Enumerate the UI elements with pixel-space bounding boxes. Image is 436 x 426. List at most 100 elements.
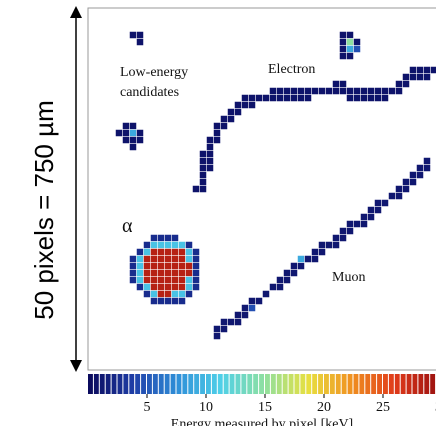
pixel [178, 283, 186, 291]
colorbar-block [217, 374, 223, 394]
pixel [290, 87, 298, 95]
pixel [416, 73, 424, 81]
pixel [171, 262, 179, 270]
pixel [304, 255, 312, 263]
pixel [150, 241, 158, 249]
colorbar-block [347, 374, 353, 394]
pixel [185, 255, 193, 263]
pixel [150, 297, 158, 305]
pixel [346, 31, 354, 39]
pixel [192, 269, 200, 277]
pixel [213, 332, 221, 340]
pixel [199, 178, 207, 186]
tick-label: 20 [317, 400, 331, 415]
pixel [234, 101, 242, 109]
pixel [353, 38, 361, 46]
pixel [143, 241, 151, 249]
pixel [199, 150, 207, 158]
pixel [164, 241, 172, 249]
pixel [206, 157, 214, 165]
pixel [290, 262, 298, 270]
pixel [339, 31, 347, 39]
pixel [157, 283, 165, 291]
pixel [311, 87, 319, 95]
colorbar-block [329, 374, 335, 394]
pixel [332, 80, 340, 88]
pixel [171, 248, 179, 256]
pixel [178, 255, 186, 263]
pixel [192, 262, 200, 270]
pixel [276, 94, 284, 102]
colorbar-block [93, 374, 99, 394]
pixel [346, 45, 354, 53]
pixel [129, 255, 137, 263]
pixel [178, 276, 186, 284]
pixel [248, 297, 256, 305]
pixel [339, 80, 347, 88]
pixel [164, 283, 172, 291]
pixel [199, 164, 207, 172]
pixel [150, 234, 158, 242]
colorbar-block [88, 374, 93, 394]
tick-label: 15 [258, 400, 272, 415]
pixel [143, 262, 151, 270]
colorbar-block [229, 374, 235, 394]
pixel [297, 94, 305, 102]
pixel [150, 248, 158, 256]
pixel [276, 283, 284, 291]
pixel [129, 262, 137, 270]
pixel [409, 66, 417, 74]
pixel [255, 297, 263, 305]
pixel [318, 87, 326, 95]
colorbar-block [200, 374, 205, 394]
pixel [346, 227, 354, 235]
colorbar-block [141, 374, 146, 394]
colorbar-block [365, 374, 371, 394]
colorbar-block [182, 374, 188, 394]
pixel [311, 248, 319, 256]
pixel [206, 150, 214, 158]
pixel [192, 255, 200, 263]
pixel [297, 255, 305, 263]
pixel [164, 276, 172, 284]
pixel [423, 73, 431, 81]
pixel [185, 269, 193, 277]
colorbar-block [282, 374, 288, 394]
pixel [171, 255, 179, 263]
pixel [129, 269, 137, 277]
annotation: candidates [120, 85, 179, 100]
pixel [157, 297, 165, 305]
tick-label: 10 [199, 400, 213, 415]
pixel [178, 262, 186, 270]
pixel [339, 87, 347, 95]
colorbar-block [265, 374, 270, 394]
pixel [353, 220, 361, 228]
pixel [318, 248, 326, 256]
pixel [157, 234, 165, 242]
pixel [339, 52, 347, 60]
colorbar-block [406, 374, 412, 394]
pixel [346, 38, 354, 46]
pixel [150, 269, 158, 277]
colorbar-block [170, 374, 176, 394]
pixel [234, 318, 242, 326]
pixel [430, 66, 436, 74]
pixel [402, 80, 410, 88]
pixel [199, 185, 207, 193]
pixel [150, 255, 158, 263]
colorbar-block [206, 374, 211, 394]
pixel [339, 234, 347, 242]
pixel [269, 283, 277, 291]
pixel [325, 241, 333, 249]
pixel [283, 94, 291, 102]
pixel [283, 87, 291, 95]
pixel [150, 290, 158, 298]
pixel [248, 101, 256, 109]
pixel [332, 87, 340, 95]
pixel [360, 87, 368, 95]
colorbar-block [341, 374, 347, 394]
annotation: Electron [268, 62, 315, 77]
pixel [346, 87, 354, 95]
